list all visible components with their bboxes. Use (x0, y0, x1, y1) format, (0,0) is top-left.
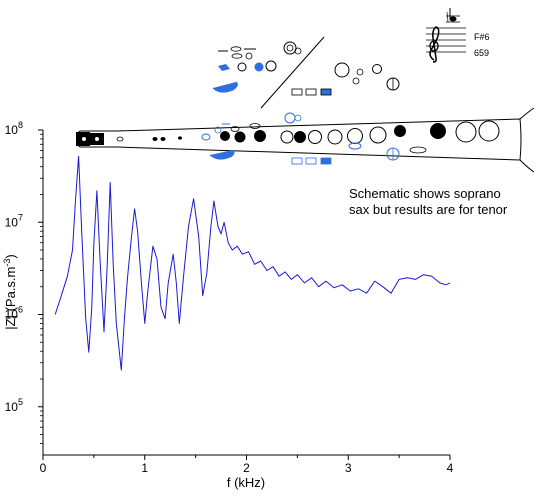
saxophone-schematic (76, 36, 535, 173)
x-axis-title: f (kHz) (227, 475, 265, 490)
x-tick-label: 4 (447, 461, 454, 475)
x-tick-label: 3 (345, 461, 352, 475)
y-axis-title-close: ) (3, 254, 18, 258)
impedance-series-line (54, 155, 451, 371)
x-axis-ticks: 0 1 2 3 4 (40, 455, 454, 475)
annotation-line-2: sax but results are for tenor (349, 202, 508, 217)
y-axis-title-exponent: -3 (2, 259, 12, 267)
lower-keys (209, 112, 400, 165)
y-tick-label: 105 (5, 397, 23, 414)
x-tick-label: 0 (40, 461, 47, 475)
y-axis-title: |Z| (Pa.s.m-3) (2, 254, 18, 329)
annotation-line-1: Schematic shows soprano (349, 186, 501, 201)
y-tick-label: 107 (5, 212, 23, 229)
note-frequency: 659 (474, 48, 489, 58)
tone-holes (116, 120, 500, 154)
upper-keys (212, 36, 400, 109)
music-staff: F#6 659 (426, 8, 490, 63)
y-tick-label: 106 (5, 305, 23, 322)
y-axis-title-main: |Z| (Pa.s.m (3, 267, 18, 330)
y-tick-label: 108 (5, 120, 23, 137)
y-axis-ticks: 105 106 107 108 (5, 120, 43, 444)
series-group (54, 155, 451, 371)
x-tick-label: 2 (243, 461, 250, 475)
treble-clef-icon (429, 26, 440, 63)
x-tick-label: 1 (141, 461, 148, 475)
note-head-icon (446, 8, 460, 23)
note-name: F#6 (474, 32, 490, 42)
plot-area: 0 1 2 3 4 105 106 107 108 (5, 120, 454, 475)
